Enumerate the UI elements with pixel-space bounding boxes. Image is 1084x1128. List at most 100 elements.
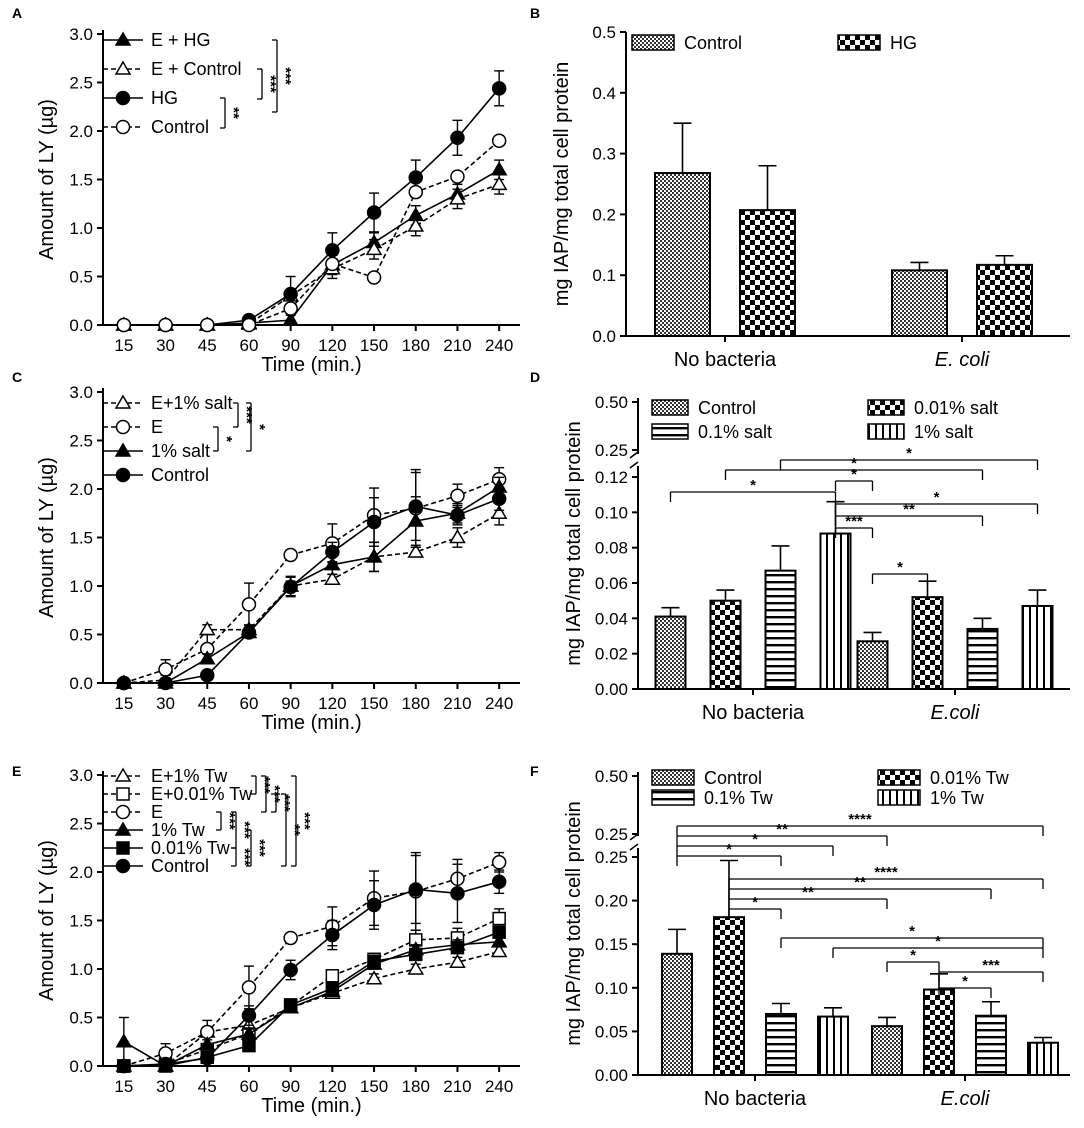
legend-swatch <box>877 769 921 786</box>
bar-Control <box>856 640 889 690</box>
axis-break-mark <box>629 461 639 469</box>
series-line <box>123 497 500 684</box>
bar-HG <box>739 209 796 337</box>
series-E+1% Tw <box>115 943 508 1072</box>
legend-marker <box>115 90 131 106</box>
legend-marker <box>114 31 132 46</box>
x-tick-label: 60 <box>239 694 258 713</box>
y-tick-label: 0.25 <box>595 441 628 460</box>
data-point <box>367 954 381 968</box>
y-tick-label: 0.0 <box>592 327 616 346</box>
x-group-label: No bacteria <box>702 702 805 724</box>
data-point <box>366 514 382 530</box>
bracket-001Tw-Control-stars: *** <box>236 848 253 866</box>
series-line <box>123 478 500 684</box>
bar-0.01% salt <box>911 596 944 691</box>
series-Control <box>116 133 507 333</box>
data-point <box>282 311 299 326</box>
x-tick-label: 150 <box>360 694 388 713</box>
bracket-d1-stars: * <box>906 445 912 462</box>
data-point <box>407 543 425 558</box>
bracket-E-1salt-stars: * <box>218 436 235 442</box>
series-line <box>123 183 500 326</box>
legend-label: E <box>151 802 163 822</box>
bracket-d3-stars: * <box>750 477 756 494</box>
data-point <box>200 317 215 333</box>
x-tick-label: 240 <box>485 1077 513 1096</box>
x-tick-label: 120 <box>318 694 346 713</box>
y-axis-title: mg IAP/mg total cell protein <box>551 62 573 307</box>
y-tick-label: 0.5 <box>69 268 93 287</box>
y-tick-label: 0.50 <box>595 393 628 412</box>
data-point <box>283 547 298 563</box>
bar-0.1% salt <box>966 627 999 691</box>
data-point <box>198 1036 216 1051</box>
legend-label: 1% Tw <box>930 788 985 808</box>
axis-break-gap <box>634 836 642 848</box>
x-tick-label: 15 <box>114 1077 133 1096</box>
legend-label: E+1% Tw <box>151 766 228 786</box>
panel-D: D 0.25 0.50 0.00 0.02 0.04 0.06 0.08 0.10 0.12 mg … <box>530 369 1070 724</box>
x-group-label: E. coli <box>935 349 990 371</box>
x-axis-title: Time (min.) <box>261 712 361 734</box>
data-point <box>491 81 507 96</box>
y-tick-label: 1.5 <box>69 171 93 190</box>
x-tick-label: 210 <box>443 336 471 355</box>
y-axis-title: Amount of LY (µg) <box>36 840 58 1001</box>
bar-0.1% salt <box>764 569 797 691</box>
data-point <box>491 855 507 870</box>
y-tick-label: 1.5 <box>69 912 93 931</box>
bracket-f13-stars: * <box>962 973 968 990</box>
y-tick-label: 0.20 <box>595 892 628 911</box>
data-point <box>366 270 382 285</box>
bracket-f3-stars: ** <box>776 821 788 838</box>
x-tick-label: 180 <box>402 1077 430 1096</box>
data-point <box>283 579 298 595</box>
y-tick-label: 0.25 <box>595 825 628 844</box>
x-tick-label: 240 <box>485 694 513 713</box>
data-point <box>158 317 173 333</box>
x-tick-label: 90 <box>281 336 300 355</box>
y-tick-label: 0.2 <box>592 205 616 224</box>
x-tick-label: 60 <box>239 1077 258 1096</box>
panel-label-F: F <box>530 763 539 779</box>
y-tick-label: 0.0 <box>69 674 93 693</box>
x-axis-title: Time (min.) <box>261 1095 361 1117</box>
data-point <box>491 133 507 148</box>
series-line <box>123 917 500 1067</box>
series-Control <box>116 471 507 691</box>
data-point <box>408 882 423 897</box>
data-point <box>408 170 423 185</box>
bar-0.01% Tw <box>923 988 955 1077</box>
legend-marker <box>114 821 132 836</box>
y-axis-title: mg IAP/mg total cell protein <box>563 421 585 666</box>
data-point <box>283 998 298 1012</box>
y-tick-label: 0.05 <box>595 1022 628 1041</box>
legend-marker <box>116 787 130 801</box>
data-point <box>325 927 340 943</box>
data-point <box>365 970 383 985</box>
legend-label: E <box>151 417 163 437</box>
data-point <box>200 667 215 683</box>
data-point <box>200 1050 215 1066</box>
data-point <box>449 953 466 968</box>
legend-swatch <box>651 769 695 786</box>
bracket-E1Tw-E001Tw-stars: *** <box>256 776 273 794</box>
bracket-E1salt-1salt-stars: * <box>251 424 268 430</box>
y-tick-label: 0.00 <box>595 1066 628 1085</box>
x-group-label: E.coli <box>931 702 980 724</box>
x-tick-label: 45 <box>198 1077 217 1096</box>
bracket-f7-stars: ** <box>854 874 866 891</box>
legend-label: HG <box>151 88 178 108</box>
panel-label-A: A <box>12 5 22 21</box>
legend-label: 0.1% Tw <box>704 788 774 808</box>
x-tick-label: 120 <box>318 1077 346 1096</box>
data-point <box>491 874 507 889</box>
x-tick-label: 240 <box>485 336 513 355</box>
data-point <box>490 175 508 191</box>
data-point <box>241 980 257 995</box>
x-tick-label: 60 <box>239 336 258 355</box>
data-point <box>241 597 257 612</box>
